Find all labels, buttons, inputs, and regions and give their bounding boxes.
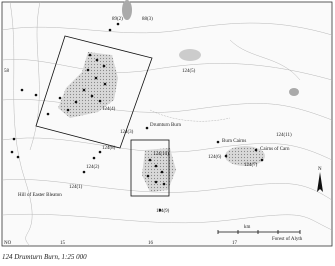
site-label: 124(7)	[244, 163, 258, 168]
site-label: 124(10)	[153, 152, 169, 157]
place-name: Hill of Easter Bleaton	[18, 193, 62, 198]
grid-label: NO	[4, 241, 12, 246]
site-label: 124(4)	[102, 107, 116, 112]
place-name: Drumturn Burn	[150, 123, 181, 128]
scale-bar	[217, 230, 301, 234]
place-name: Burn Cairns	[222, 139, 246, 144]
site-label: 124(9)	[156, 209, 170, 214]
site-label: 124(11)	[276, 133, 292, 138]
caption: 124 Drumturn Burn, 1:25 000	[2, 253, 87, 261]
site-label: 124(1)	[69, 185, 83, 190]
scale-unit: km	[244, 225, 251, 230]
cairn-dots	[10, 22, 264, 212]
site-label: 88(3)	[142, 17, 153, 22]
grid-label: 15	[60, 241, 66, 246]
map-frame	[1, 1, 333, 247]
site-label: 124(2)	[86, 165, 100, 170]
place-name: Forest of Alyth	[272, 237, 303, 242]
north-label: N	[318, 167, 322, 172]
place-name: Cairns of Carn	[260, 147, 290, 152]
labels: 89(2) 88(3) 124(5) 124(4) 124(3) 124(10)…	[4, 17, 322, 246]
site-label: 124(8)	[102, 146, 116, 151]
grid-label: 16	[148, 241, 154, 246]
contours	[1, 1, 333, 247]
grid-label: 17	[232, 241, 238, 246]
site-label: 124(6)	[208, 155, 222, 160]
survey-boxes	[35, 35, 170, 197]
grid-label: 58	[4, 69, 10, 74]
north-arrow	[317, 172, 323, 192]
site-label: 124(3)	[120, 130, 134, 135]
site-label: 124(5)	[182, 69, 196, 74]
site-label: 89(2)	[112, 17, 123, 22]
